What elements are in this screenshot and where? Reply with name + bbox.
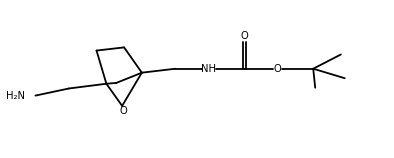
Text: O: O <box>119 106 127 116</box>
Text: O: O <box>274 64 282 74</box>
Text: H₂N: H₂N <box>6 91 25 101</box>
Text: NH: NH <box>201 64 216 74</box>
Text: O: O <box>240 30 248 41</box>
